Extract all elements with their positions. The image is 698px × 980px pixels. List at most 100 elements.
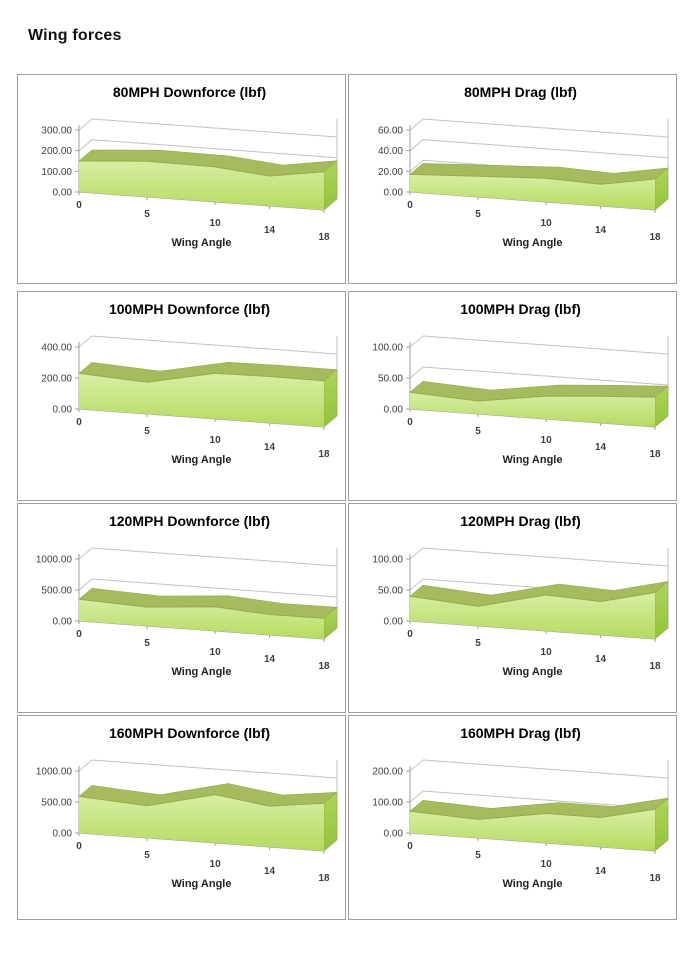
- svg-text:14: 14: [595, 654, 607, 665]
- svg-text:100.00: 100.00: [372, 343, 403, 354]
- svg-text:5: 5: [475, 638, 481, 649]
- chart-svg-80mph-drag: 0.00 20.00 40.00 60.00 0 5 10 14 18 Wing Angle: [378, 118, 669, 249]
- svg-text:0.00: 0.00: [384, 188, 404, 199]
- svg-text:Wing Angle: Wing Angle: [172, 878, 232, 890]
- svg-text:14: 14: [264, 442, 276, 453]
- svg-text:0: 0: [76, 200, 82, 211]
- svg-text:18: 18: [649, 232, 661, 243]
- svg-text:200.00: 200.00: [41, 146, 72, 157]
- chart-title: 80MPH Drag (lbf): [464, 84, 577, 100]
- svg-text:10: 10: [210, 435, 222, 446]
- svg-text:18: 18: [649, 661, 661, 672]
- svg-text:300.00: 300.00: [41, 126, 72, 137]
- svg-text:14: 14: [264, 866, 276, 877]
- svg-text:0.00: 0.00: [53, 405, 73, 416]
- svg-text:14: 14: [595, 442, 607, 453]
- svg-text:1000.00: 1000.00: [36, 555, 73, 566]
- chart-svg-100mph-drag: 0.00 50.00 100.00 0 5 10 14 18 Wing Angle: [372, 335, 669, 466]
- svg-text:0: 0: [407, 629, 413, 640]
- svg-text:5: 5: [144, 638, 150, 649]
- svg-text:500.00: 500.00: [41, 798, 72, 809]
- svg-text:0.00: 0.00: [384, 405, 404, 416]
- svg-text:5: 5: [475, 426, 481, 437]
- chart-row-120mph: 120MPH Downforce (lbf) 0.00 500.00 1000.00…: [17, 503, 698, 713]
- svg-text:18: 18: [318, 232, 330, 243]
- svg-text:50.00: 50.00: [378, 586, 403, 597]
- svg-text:10: 10: [541, 218, 553, 229]
- svg-text:0.00: 0.00: [53, 829, 73, 840]
- svg-text:18: 18: [318, 449, 330, 460]
- svg-text:10: 10: [541, 859, 553, 870]
- svg-text:5: 5: [475, 209, 481, 220]
- svg-text:0.00: 0.00: [53, 188, 73, 199]
- svg-text:0.00: 0.00: [384, 829, 404, 840]
- svg-text:Wing Angle: Wing Angle: [172, 454, 232, 466]
- svg-text:5: 5: [144, 426, 150, 437]
- svg-text:Wing Angle: Wing Angle: [172, 237, 232, 249]
- svg-text:0: 0: [76, 417, 82, 428]
- svg-text:200.00: 200.00: [372, 767, 403, 778]
- chart-svg-120mph-drag: 0.00 50.00 100.00 0 5 10 14 18 Wing Angle: [372, 547, 670, 678]
- svg-text:14: 14: [595, 225, 607, 236]
- chart-row-80mph: 80MPH Downforce (lbf) 0.00 100.00 200.00 30…: [17, 74, 698, 284]
- chart-cell-160mph-downforce: 160MPH Downforce (lbf) 0.00 500.00 1000.00…: [17, 715, 346, 920]
- svg-text:18: 18: [649, 873, 661, 884]
- svg-text:0.00: 0.00: [384, 617, 404, 628]
- chart-title: 80MPH Downforce (lbf): [112, 84, 267, 100]
- svg-text:18: 18: [318, 873, 330, 884]
- chart-cell-120mph-downforce: 120MPH Downforce (lbf) 0.00 500.00 1000.00…: [17, 503, 346, 713]
- svg-text:18: 18: [649, 449, 661, 460]
- chart-title: 120MPH Downforce (lbf): [108, 513, 270, 529]
- svg-text:0: 0: [76, 841, 82, 852]
- svg-text:100.00: 100.00: [41, 167, 72, 178]
- svg-text:14: 14: [595, 866, 607, 877]
- chart-cell-120mph-drag: 120MPH Drag (lbf) 0.00 50.00 100.00 0 5 10 14 1…: [348, 503, 677, 713]
- page-title: Wing forces: [28, 27, 122, 44]
- chart-row-160mph: 160MPH Downforce (lbf) 0.00 500.00 1000.00…: [17, 715, 698, 920]
- chart-title: 160MPH Downforce (lbf): [108, 725, 270, 741]
- svg-text:14: 14: [264, 654, 276, 665]
- svg-text:10: 10: [210, 859, 222, 870]
- svg-text:0: 0: [407, 200, 413, 211]
- chart-svg-160mph-downforce: 0.00 500.00 1000.00 0 5 10 14 18 Wing Angle: [36, 759, 338, 890]
- svg-text:5: 5: [475, 850, 481, 861]
- charts-grid: 80MPH Downforce (lbf) 0.00 100.00 200.00 30…: [0, 74, 698, 920]
- svg-text:Wing Angle: Wing Angle: [503, 878, 563, 890]
- svg-text:200.00: 200.00: [41, 374, 72, 385]
- chart-cell-80mph-downforce: 80MPH Downforce (lbf) 0.00 100.00 200.00 30…: [17, 74, 346, 284]
- svg-text:0: 0: [76, 629, 82, 640]
- chart-svg-100mph-downforce: 0.00 200.00 400.00 0 5 10 14 18 Wing Angle: [41, 335, 338, 466]
- svg-text:18: 18: [318, 661, 330, 672]
- svg-text:40.00: 40.00: [378, 146, 403, 157]
- chart-title: 100MPH Downforce (lbf): [108, 301, 270, 317]
- svg-text:0: 0: [407, 841, 413, 852]
- svg-text:14: 14: [264, 225, 276, 236]
- svg-text:100.00: 100.00: [372, 555, 403, 566]
- svg-text:500.00: 500.00: [41, 586, 72, 597]
- svg-text:50.00: 50.00: [378, 374, 403, 385]
- svg-text:Wing Angle: Wing Angle: [503, 237, 563, 249]
- svg-text:100.00: 100.00: [372, 798, 403, 809]
- chart-row-100mph: 100MPH Downforce (lbf) 0.00 200.00 400.00 0…: [17, 291, 698, 501]
- svg-text:Wing Angle: Wing Angle: [503, 666, 563, 678]
- svg-text:10: 10: [210, 647, 222, 658]
- svg-text:Wing Angle: Wing Angle: [503, 454, 563, 466]
- svg-text:60.00: 60.00: [378, 126, 403, 137]
- svg-text:5: 5: [144, 209, 150, 220]
- svg-text:5: 5: [144, 850, 150, 861]
- chart-title: 100MPH Drag (lbf): [460, 301, 581, 317]
- chart-title: 120MPH Drag (lbf): [460, 513, 581, 529]
- chart-cell-100mph-downforce: 100MPH Downforce (lbf) 0.00 200.00 400.00 0…: [17, 291, 346, 501]
- svg-text:10: 10: [541, 647, 553, 658]
- chart-svg-160mph-drag: 0.00 100.00 200.00 0 5 10 14 18 Wing Angle: [372, 759, 670, 890]
- svg-text:0.00: 0.00: [53, 617, 73, 628]
- svg-text:Wing Angle: Wing Angle: [172, 666, 232, 678]
- chart-title: 160MPH Drag (lbf): [460, 725, 581, 741]
- chart-cell-160mph-drag: 160MPH Drag (lbf) 0.00 100.00 200.00 0 5 10 14…: [348, 715, 677, 920]
- svg-text:400.00: 400.00: [41, 343, 72, 354]
- svg-text:10: 10: [541, 435, 553, 446]
- svg-text:20.00: 20.00: [378, 167, 403, 178]
- chart-svg-80mph-downforce: 0.00 100.00 200.00 300.00 0 5 10 14 18 Wing Angle: [41, 118, 338, 249]
- chart-svg-120mph-downforce: 0.00 500.00 1000.00 0 5 10 14 18 Wing Angle: [36, 547, 338, 678]
- chart-cell-100mph-drag: 100MPH Drag (lbf) 0.00 50.00 100.00 0 5 10 14 1…: [348, 291, 677, 501]
